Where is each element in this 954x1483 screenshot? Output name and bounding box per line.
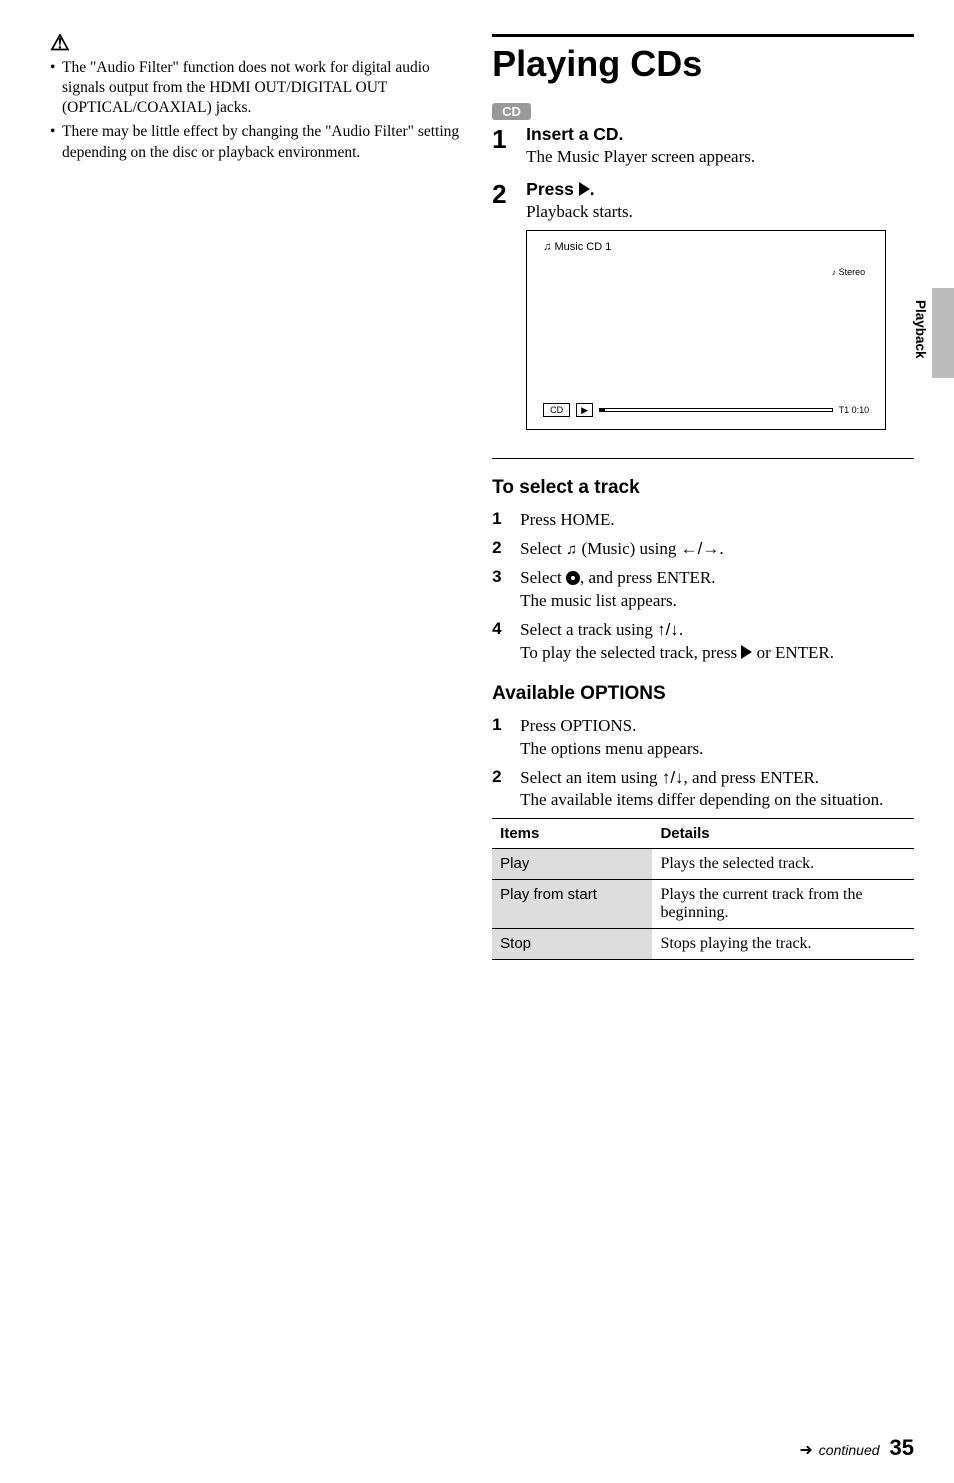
player-progress <box>599 408 833 412</box>
side-tab-label: Playback <box>913 300 928 359</box>
page-number: 35 <box>890 1435 914 1461</box>
table-row: Stop Stops playing the track. <box>492 929 914 960</box>
substep-number: 3 <box>492 567 520 587</box>
main-step: 1 Insert a CD. The Music Player screen a… <box>492 124 914 171</box>
step-heading: Press . <box>526 179 914 200</box>
substep-text: Press OPTIONS.The options menu appears. <box>520 715 703 761</box>
substep-text: Select (Music) using . <box>520 538 723 561</box>
title-bar: Playing CDs <box>492 34 914 85</box>
player-screenshot: ♫ Music CD 1 ♪ Stereo CD ▶ T1 0:10 <box>526 230 886 430</box>
section-heading: To select a track <box>492 477 914 499</box>
cd-badge: CD <box>492 103 531 120</box>
substep: 2 Select an item using , and press ENTER… <box>492 767 914 813</box>
substep-text: Select , and press ENTER.The music list … <box>520 567 715 613</box>
options-steps: 1 Press OPTIONS.The options menu appears… <box>492 715 914 813</box>
step-text: Playback starts. <box>526 202 914 222</box>
note-item: The "Audio Filter" function does not wor… <box>50 58 462 118</box>
table-row: Play from start Plays the current track … <box>492 880 914 929</box>
play-icon <box>579 182 590 196</box>
player-play-badge: ▶ <box>576 403 593 417</box>
substep-text: Select a track using .To play the select… <box>520 619 834 665</box>
table-header-details: Details <box>652 819 914 849</box>
page-title: Playing CDs <box>492 43 914 85</box>
substep-text: Select an item using , and press ENTER.T… <box>520 767 883 813</box>
substep-number: 1 <box>492 715 520 735</box>
step-heading: Insert a CD. <box>526 124 914 145</box>
player-title: ♫ Music CD 1 <box>543 241 611 253</box>
player-stereo: ♪ Stereo <box>832 267 866 277</box>
player-time: T1 0:10 <box>839 405 870 415</box>
table-row: Play Plays the selected track. <box>492 849 914 880</box>
detail-cell: Plays the current track from the beginni… <box>652 880 914 929</box>
item-cell: Stop <box>492 929 652 960</box>
main-step: 2 Press . Playback starts. ♫ Music CD 1 … <box>492 179 914 430</box>
substep-text: Press HOME. <box>520 509 614 532</box>
substep-number: 2 <box>492 767 520 787</box>
substep: 1 Press HOME. <box>492 509 914 532</box>
detail-cell: Stops playing the track. <box>652 929 914 960</box>
substep: 1 Press OPTIONS.The options menu appears… <box>492 715 914 761</box>
step-text: The Music Player screen appears. <box>526 147 914 167</box>
item-cell: Play <box>492 849 652 880</box>
continued-text: continued <box>819 1442 880 1458</box>
table-header-items: Items <box>492 819 652 849</box>
item-cell: Play from start <box>492 880 652 929</box>
note-item: There may be little effect by changing t… <box>50 122 462 162</box>
separator <box>492 458 914 459</box>
note-icon: ⚠ <box>50 30 462 56</box>
side-tab <box>932 288 954 378</box>
substep: 4 Select a track using .To play the sele… <box>492 619 914 665</box>
continued-arrow-icon: ➜ <box>799 1440 812 1460</box>
select-track-steps: 1 Press HOME. 2 Select (Music) using . 3… <box>492 509 914 665</box>
options-table: Items Details Play Plays the selected tr… <box>492 818 914 960</box>
substep-number: 2 <box>492 538 520 558</box>
detail-cell: Plays the selected track. <box>652 849 914 880</box>
player-cd-badge: CD <box>543 403 570 417</box>
left-notes: The "Audio Filter" function does not wor… <box>50 58 462 163</box>
substep-number: 1 <box>492 509 520 529</box>
substep-number: 4 <box>492 619 520 639</box>
section-heading: Available OPTIONS <box>492 683 914 705</box>
footer: ➜ continued 35 <box>799 1435 914 1461</box>
step-number: 2 <box>492 179 526 207</box>
substep: 2 Select (Music) using . <box>492 538 914 561</box>
substep: 3 Select , and press ENTER.The music lis… <box>492 567 914 613</box>
step-number: 1 <box>492 124 526 152</box>
